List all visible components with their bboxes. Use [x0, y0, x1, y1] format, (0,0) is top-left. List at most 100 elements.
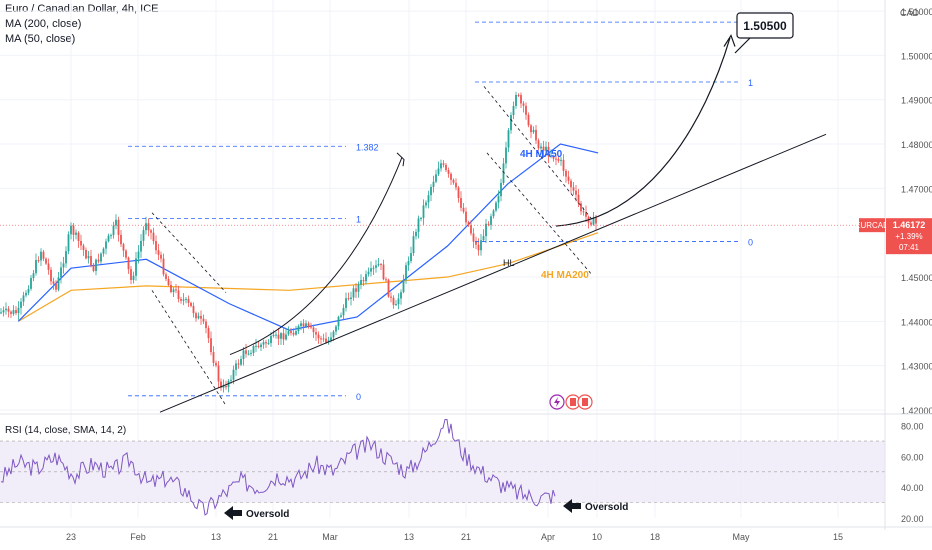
candle-body	[552, 155, 555, 159]
candle-body	[65, 251, 67, 264]
candle-body	[90, 256, 92, 266]
oversold-2-label: Oversold	[585, 502, 628, 513]
channel-1-upper	[151, 212, 227, 293]
candle-body	[307, 323, 310, 326]
time-tick: 15	[833, 532, 843, 542]
price-tick: 1.43000	[901, 362, 932, 372]
candle-body	[397, 298, 400, 305]
candle-body	[262, 342, 265, 345]
candle-body	[5, 308, 7, 311]
candle-body	[57, 277, 60, 290]
channel-1-lower	[151, 290, 227, 406]
candle-body	[367, 271, 370, 275]
channel-2-upper	[483, 86, 593, 220]
candle-body	[157, 250, 160, 255]
candle-body	[210, 338, 212, 353]
candle-body	[495, 202, 497, 211]
candle-body	[347, 298, 350, 300]
candle-body	[567, 176, 570, 181]
candle-body	[465, 211, 467, 223]
price-tick: 1.47000	[901, 184, 932, 194]
time-tick: 10	[592, 532, 602, 542]
price-badge-countdown: 07:41	[899, 243, 920, 252]
rsi-line	[0, 419, 556, 516]
candle-body	[252, 345, 255, 353]
candle-body	[410, 253, 412, 262]
candle-body	[167, 278, 170, 285]
candle-body	[570, 180, 572, 188]
candle-body	[60, 267, 62, 278]
candle-body	[160, 254, 162, 259]
symbol-badge-text: EURCAD	[855, 221, 889, 230]
lightning-icon-glyph	[554, 397, 560, 407]
candle-body	[35, 260, 37, 274]
candle-body	[115, 219, 117, 226]
ma50-legend[interactable]: MA (50, close)	[5, 33, 76, 45]
candle-body	[395, 304, 397, 306]
candle-body	[342, 307, 345, 316]
candle-body	[130, 269, 132, 280]
target-box	[736, 12, 794, 39]
legend: Euro / Canadian Dollar, 4h, ICE MA (200,…	[5, 2, 158, 47]
candle-body	[297, 326, 300, 332]
rsi-tick: 20.00	[901, 514, 924, 524]
candle-body	[107, 235, 110, 242]
candle-body	[220, 381, 222, 388]
candle-body	[122, 244, 125, 251]
rsi-pane	[0, 419, 885, 516]
candle-body	[205, 321, 207, 329]
price-tick: 1.49000	[901, 96, 932, 106]
candle-body	[482, 236, 485, 241]
fib-left-label: 1.382	[356, 142, 379, 152]
symbol-badge	[859, 218, 885, 233]
candle-body	[237, 363, 240, 365]
ma200-legend[interactable]: MA (200, close)	[5, 18, 82, 30]
candle-body	[142, 230, 145, 241]
candle-body	[405, 265, 407, 280]
target-pointer	[734, 37, 751, 54]
symbol-title[interactable]: Euro / Canadian Dollar, 4h, ICE	[5, 3, 159, 15]
candle-body	[165, 274, 167, 279]
channel-2-lower	[486, 152, 593, 276]
hl-trendline	[159, 133, 827, 413]
candle-body	[310, 325, 312, 328]
candle-body	[295, 331, 297, 335]
candle-body	[97, 259, 100, 262]
candle-body	[222, 385, 225, 388]
candle-body	[577, 194, 580, 204]
candle-body	[510, 115, 512, 131]
candle-body	[260, 344, 262, 348]
time-tick: 13	[404, 532, 414, 542]
candle-body	[327, 340, 330, 343]
candle-body	[425, 202, 427, 206]
rsi-title: RSI (14, close, SMA, 14, 2)	[5, 425, 126, 436]
candle-body	[485, 223, 487, 237]
candle-body	[112, 225, 115, 236]
candle-body	[140, 240, 142, 252]
candle-body	[452, 179, 455, 183]
candle-body	[445, 164, 447, 171]
flag-icon-glyph	[582, 398, 588, 406]
candle-body	[547, 146, 550, 157]
candle-body	[335, 326, 337, 332]
candle-body	[360, 280, 362, 285]
candle-body	[170, 284, 172, 293]
grid	[0, 0, 885, 518]
candle-body	[272, 334, 275, 337]
candle-body	[545, 146, 547, 151]
price-tick: 1.42000	[901, 406, 932, 416]
candle-body	[345, 298, 347, 308]
candle-body	[412, 236, 415, 254]
candle-body	[177, 290, 180, 299]
candle-body	[202, 318, 205, 322]
candle-body	[132, 275, 135, 280]
candle-body	[92, 265, 95, 271]
fib-left-label: 1	[356, 215, 361, 225]
candle-body	[400, 292, 402, 299]
candle-body	[355, 288, 357, 292]
candle-body	[320, 338, 322, 340]
candle-body	[40, 251, 42, 261]
ma200-polyline	[17, 232, 599, 322]
